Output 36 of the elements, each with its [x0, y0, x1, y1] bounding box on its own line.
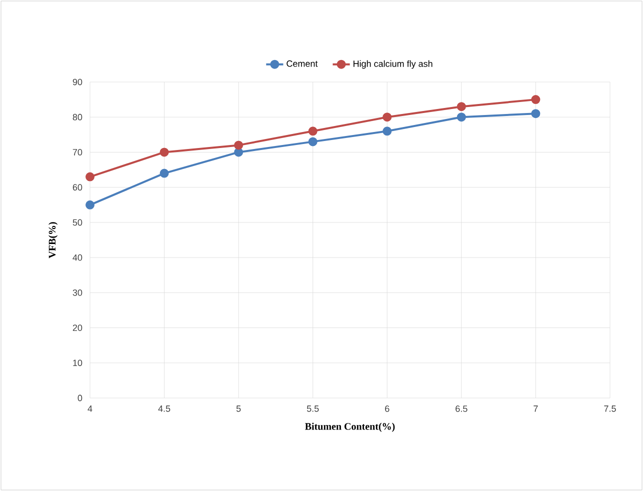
y-tick-label: 0 — [78, 394, 82, 402]
point — [382, 112, 392, 122]
y-tick-label: 60 — [72, 184, 82, 191]
point — [308, 126, 318, 136]
y-tick-label: 20 — [72, 324, 82, 331]
x-tick-label: 6 — [385, 406, 390, 412]
x-tick-label: 4.5 — [158, 406, 170, 412]
point — [86, 200, 95, 210]
point — [308, 137, 318, 146]
y-tick-label: 90 — [72, 78, 82, 86]
x-tick-label: 7.5 — [604, 406, 616, 412]
y-tick-label: 70 — [72, 149, 82, 156]
y-tick-label: 40 — [72, 254, 82, 261]
point — [160, 148, 169, 157]
point — [86, 172, 95, 182]
legend-label: High calcium fly ash — [354, 60, 432, 69]
x-tick-label: 4 — [88, 406, 92, 412]
y-tick-label: 50 — [72, 219, 82, 226]
y-tick-label: 30 — [72, 289, 82, 296]
point — [531, 95, 540, 104]
point — [382, 126, 392, 136]
point — [456, 112, 466, 122]
x-tick-label: 5 — [236, 406, 241, 412]
x-axis-title: Bitumen Content(%) — [305, 422, 395, 432]
y-tick-label: 10 — [73, 360, 82, 366]
x-tick-label: 6.5 — [456, 406, 468, 412]
x-tick-label: 5.5 — [306, 406, 319, 412]
legend-label: Cement — [286, 60, 318, 67]
point — [160, 168, 169, 178]
point — [456, 102, 466, 112]
point — [531, 109, 540, 118]
point — [234, 148, 244, 157]
point — [234, 140, 244, 150]
y-tick-label: 80 — [72, 114, 82, 120]
y-axis-title: VFB(%) — [48, 222, 58, 258]
x-tick-label: 7 — [534, 406, 538, 412]
